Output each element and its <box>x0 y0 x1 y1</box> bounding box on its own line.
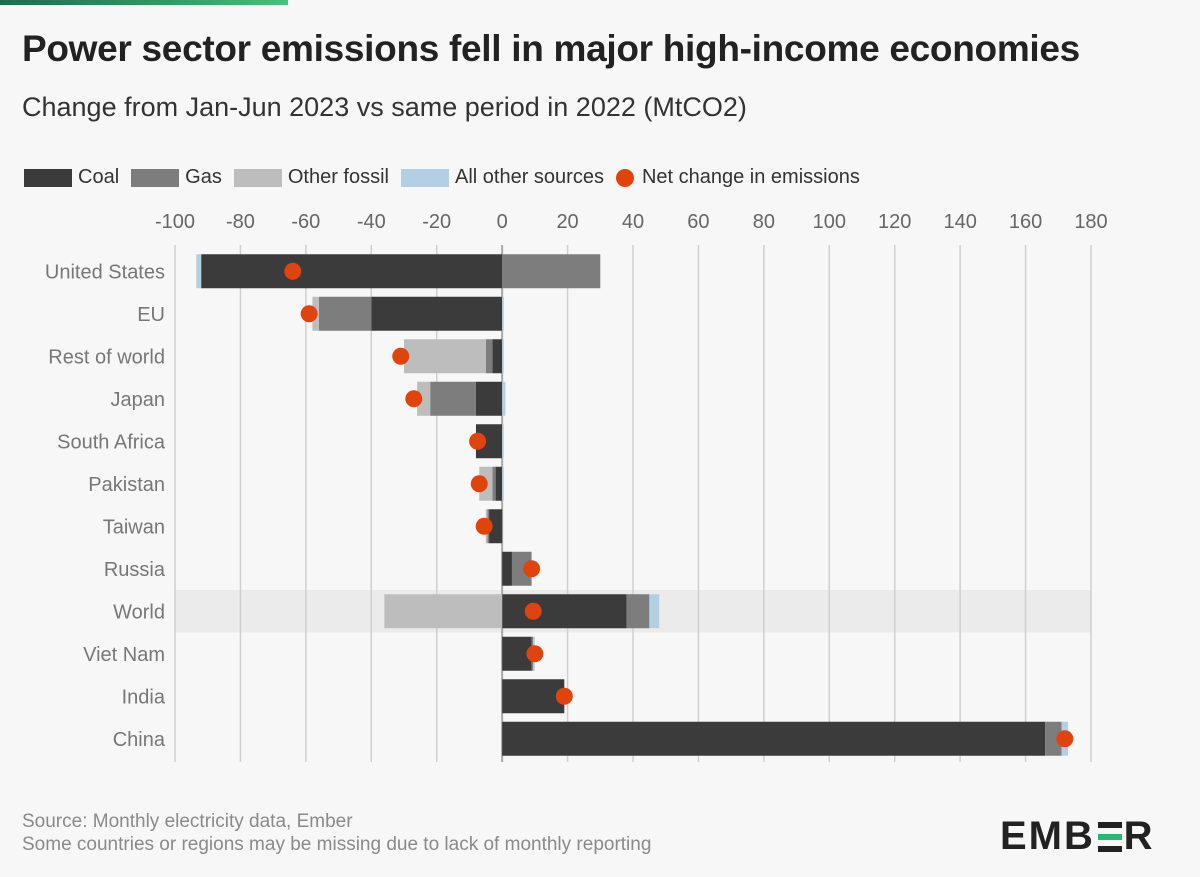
source-note: Source: Monthly electricity data, Ember … <box>22 810 651 856</box>
y-category-label: South Africa <box>57 431 166 453</box>
legend-swatch-other-fossil <box>233 168 282 187</box>
y-category-label: United States <box>45 261 165 283</box>
legend-label-net: Net change in emissions <box>641 166 860 188</box>
net-change-dot <box>405 390 423 408</box>
x-tick-label: 160 <box>1009 211 1042 233</box>
bar-segment <box>502 551 512 586</box>
x-tick-label: -80 <box>226 211 255 233</box>
bar-segment <box>485 339 493 374</box>
bar-segment <box>502 721 1046 756</box>
net-change-dot <box>1056 730 1074 748</box>
legend-label-other-sources: All other sources <box>454 166 604 188</box>
bar-segment <box>502 381 506 416</box>
x-tick-label: 80 <box>753 211 775 233</box>
legend-label-other-fossil: Other fossil <box>287 166 389 188</box>
x-tick-label: 120 <box>878 211 911 233</box>
bar-segment <box>502 679 565 714</box>
x-tick-label: -60 <box>291 211 320 233</box>
y-category-label: Taiwan <box>103 516 165 538</box>
net-change-dot <box>470 475 488 493</box>
bar-segment <box>371 296 503 331</box>
brand-accent-bar <box>0 0 288 5</box>
bar-segment <box>626 594 650 629</box>
bar-segment <box>404 339 486 374</box>
x-tick-label: 20 <box>556 211 578 233</box>
y-category-label: Russia <box>104 559 166 581</box>
bar-segment <box>492 466 496 501</box>
y-category-label: Pakistan <box>88 474 165 496</box>
x-tick-label: 0 <box>497 211 508 233</box>
y-category-label: India <box>122 686 166 708</box>
legend-swatch-gas <box>131 168 180 187</box>
legend-label-gas: Gas <box>185 166 222 188</box>
bar-segment <box>502 296 504 331</box>
y-category-label: Viet Nam <box>83 644 165 666</box>
source-line-1: Source: Monthly electricity data, Ember <box>22 811 353 832</box>
bar-segment <box>417 381 431 416</box>
legend: Coal Gas Other fossil All other sources … <box>24 166 872 189</box>
legend-item-other-fossil: Other fossil <box>233 166 389 189</box>
legend-label-coal: Coal <box>78 166 120 188</box>
x-tick-label: -20 <box>422 211 451 233</box>
net-change-dot <box>469 432 487 450</box>
y-category-label: EU <box>137 304 165 326</box>
legend-swatch-other-sources <box>400 168 449 187</box>
source-line-2: Some countries or regions may be missing… <box>22 834 652 855</box>
bar-segment <box>318 296 372 331</box>
bar-segment <box>196 254 202 289</box>
net-change-dot <box>555 687 573 705</box>
chart-subtitle: Change from Jan-Jun 2023 vs same period … <box>22 92 747 122</box>
net-change-dot <box>392 347 410 365</box>
ember-logo: EMBER <box>1000 814 1155 858</box>
x-tick-label: 140 <box>943 211 976 233</box>
bar-segment <box>502 254 601 289</box>
y-category-label: China <box>113 729 166 751</box>
legend-swatch-coal <box>24 168 72 187</box>
legend-item-gas: Gas <box>131 166 222 189</box>
bar-segment <box>649 594 660 629</box>
x-tick-label: 180 <box>1074 211 1107 233</box>
bar-segment <box>475 381 503 416</box>
x-tick-label: -40 <box>357 211 386 233</box>
bar-segment <box>495 466 503 501</box>
stacked-bar-chart: -100 -80 -60 -40 -20 0 20 40 60 80 100 120 140 160 180… <box>45 211 1108 762</box>
legend-item-coal: Coal <box>24 166 119 189</box>
net-change-dot <box>284 262 302 280</box>
bar-segment <box>430 381 476 416</box>
net-change-dot <box>524 602 542 620</box>
bar-segment <box>502 466 504 501</box>
x-tick-label: 60 <box>687 211 709 233</box>
x-tick-label: 100 <box>813 211 846 233</box>
legend-item-other-sources: All other sources <box>400 166 604 189</box>
bar-segment <box>502 594 627 629</box>
bar-segment <box>502 339 504 374</box>
bar-segment <box>511 551 532 586</box>
bar-segment <box>201 254 503 289</box>
bar-segment <box>489 509 503 544</box>
legend-item-net: Net change in emissions <box>615 166 860 189</box>
net-change-dot <box>300 305 318 323</box>
bar-segment <box>1045 721 1062 756</box>
x-tick-label: 40 <box>622 211 644 233</box>
bar-segment <box>384 594 503 629</box>
chart-title: Power sector emissions fell in major hig… <box>22 28 1080 69</box>
y-category-label: Rest of world <box>48 346 165 368</box>
net-change-dot <box>523 560 541 578</box>
net-change-dot <box>526 645 544 663</box>
y-category-label: World <box>113 601 165 623</box>
bar-segment <box>502 424 504 459</box>
legend-dot-net <box>615 168 634 187</box>
net-change-dot <box>475 517 493 535</box>
y-category-label: Japan <box>111 389 166 411</box>
bar-segment <box>492 339 503 374</box>
x-tick-label: -100 <box>155 211 195 233</box>
